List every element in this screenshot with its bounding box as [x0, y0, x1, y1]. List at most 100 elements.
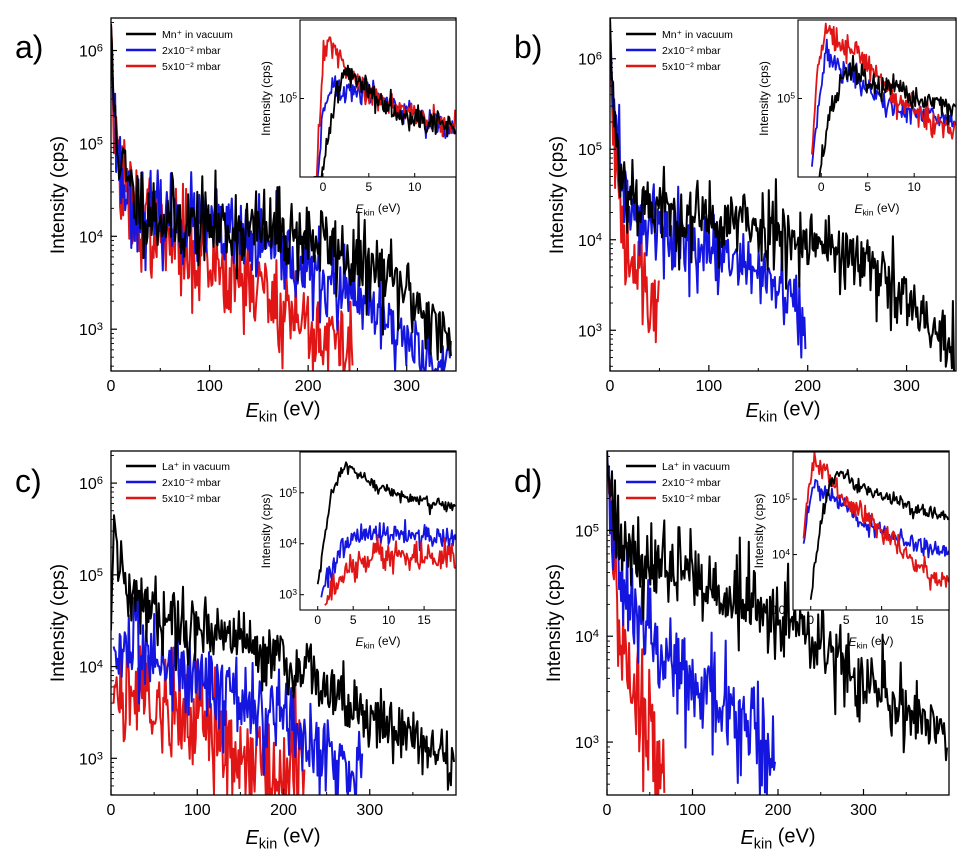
series-line-1 — [111, 514, 455, 791]
inset-y-tick-label: 105 — [777, 91, 795, 106]
x-tick-label: 0 — [603, 802, 612, 819]
series-line-3 — [112, 635, 306, 795]
legend: La⁺ in vacuum 2x10⁻² mbar 5x10⁻² mbar — [626, 461, 730, 505]
y-tick-label: 106 — [79, 42, 103, 60]
series-group — [111, 23, 452, 371]
y-axis-label: Intensity (cps) — [547, 136, 568, 254]
x-tick-label: 0 — [107, 802, 116, 819]
series-line-3 — [111, 23, 354, 371]
y-tick-label: 104 — [79, 228, 103, 246]
legend-entry: 5x10⁻² mbar — [162, 493, 221, 505]
y-tick-label: 105 — [79, 135, 103, 153]
series-line-1 — [111, 24, 452, 361]
inset-x-tick-label: 0 — [818, 180, 825, 194]
inset-series-line-1 — [316, 461, 456, 585]
x-tick-label: 100 — [679, 802, 706, 819]
legend-entry: 2x10⁻² mbar — [662, 45, 721, 57]
inset-series-line-1 — [313, 64, 456, 177]
inset: 0 5 10 105 Intensity (cps) Ekin (eV) — [259, 19, 457, 218]
inset-background — [793, 452, 949, 610]
x-tick-label: 100 — [196, 378, 223, 395]
inset-x-tick-label: 10 — [907, 180, 921, 194]
series-line-2 — [607, 451, 776, 795]
inset-series-line-1 — [818, 54, 956, 177]
inset-series-line-3 — [324, 535, 456, 606]
x-tick-label: 0 — [107, 378, 116, 395]
y-tick-label: 103 — [79, 750, 103, 768]
x-axis-label: Ekin (eV) — [740, 825, 815, 852]
inset-y-tick-label: 104 — [279, 536, 297, 551]
y-tick-label: 106 — [79, 475, 103, 493]
inset-series-line-2 — [320, 519, 456, 598]
plot-frame — [110, 17, 457, 372]
legend-entry: 2x10⁻² mbar — [162, 477, 221, 489]
inset-x-tick-label: 5 — [365, 180, 372, 194]
inset-y-tick-label: 103 — [279, 587, 297, 602]
series-line-3 — [607, 466, 666, 795]
x-tick-label: 300 — [893, 378, 920, 395]
legend-entry: 5x10⁻² mbar — [162, 61, 221, 73]
legend: Mn⁺ in vacuum 2x10⁻² mbar 5x10⁻² mbar — [126, 29, 233, 73]
y-tick-label: 104 — [575, 628, 599, 646]
inset-y-tick-label: 103 — [772, 602, 790, 617]
legend-entry: La⁺ in vacuum — [662, 461, 730, 473]
x-tick-label: 100 — [184, 802, 211, 819]
inset-x-axis-label: Ekin (eV) — [355, 201, 400, 218]
inset-x-tick-label: 5 — [864, 180, 871, 194]
y-tick-label: 103 — [575, 734, 599, 752]
panel-letter: d) — [514, 463, 542, 499]
y-tick-label: 103 — [79, 321, 103, 339]
inset: 0 5 10 15 103 104 105 Intensity (cps) Ekin (eV) — [752, 451, 950, 651]
inset-frame — [299, 451, 457, 611]
inset: 0 5 10 15 103 104 105 Intensity (cps) Ekin (eV) — [259, 451, 457, 651]
inset-y-axis-label: Intensity (cps) — [259, 494, 273, 569]
x-axis-label: Ekin (eV) — [245, 825, 320, 852]
y-tick-label: 105 — [79, 567, 103, 585]
legend-entry: 2x10⁻² mbar — [662, 477, 721, 489]
inset-y-axis-label: Intensity (cps) — [757, 61, 771, 136]
inset-series-line-3 — [802, 452, 949, 591]
y-tick-label: 103 — [578, 322, 602, 340]
legend-entry: Mn⁺ in vacuum — [162, 29, 233, 41]
x-tick-label: 300 — [393, 378, 420, 395]
inset-x-tick-label: 15 — [910, 613, 924, 627]
inset-y-axis-label: Intensity (cps) — [259, 61, 273, 136]
inset-y-tick-label: 105 — [772, 491, 790, 506]
inset-y-tick-label: 104 — [772, 547, 790, 562]
inset-x-axis-label: Ekin (eV) — [854, 201, 899, 218]
inset-x-tick-label: 10 — [875, 613, 889, 627]
inset-series-line-2 — [811, 38, 956, 167]
inset-series-group — [811, 22, 956, 177]
x-axis-label: Ekin (eV) — [245, 398, 320, 425]
inset-y-tick-label: 105 — [279, 485, 297, 500]
legend-entry: Mn⁺ in vacuum — [662, 29, 733, 41]
legend-entry: 5x10⁻² mbar — [662, 493, 721, 505]
legend-entry: 2x10⁻² mbar — [162, 45, 221, 57]
inset-x-tick-label: 10 — [382, 613, 396, 627]
y-tick-label: 104 — [578, 232, 602, 250]
x-axis-label: Ekin (eV) — [745, 398, 820, 425]
inset: 0 5 10 105 Intensity (cps) Ekin (eV) — [757, 19, 957, 218]
x-tick-label: 300 — [850, 802, 877, 819]
y-axis-label: Intensity (cps) — [48, 564, 69, 682]
x-tick-label: 200 — [270, 802, 297, 819]
inset-x-tick-label: 15 — [417, 613, 431, 627]
legend: La⁺ in vacuum 2x10⁻² mbar 5x10⁻² mbar — [126, 461, 230, 505]
series-line-1 — [607, 451, 948, 762]
legend: Mn⁺ in vacuum 2x10⁻² mbar 5x10⁻² mbar — [626, 29, 733, 73]
y-tick-label: 105 — [575, 522, 599, 540]
plot-frame — [609, 17, 957, 372]
panel-letter: a) — [15, 29, 43, 65]
y-axis-label: Intensity (cps) — [48, 136, 69, 254]
legend-entry: La⁺ in vacuum — [162, 461, 230, 473]
x-tick-label: 100 — [696, 378, 723, 395]
inset-x-tick-label: 10 — [408, 180, 422, 194]
inset-y-tick-label: 105 — [279, 91, 297, 106]
series-line-3 — [610, 18, 660, 344]
inset-x-tick-label: 5 — [843, 613, 850, 627]
